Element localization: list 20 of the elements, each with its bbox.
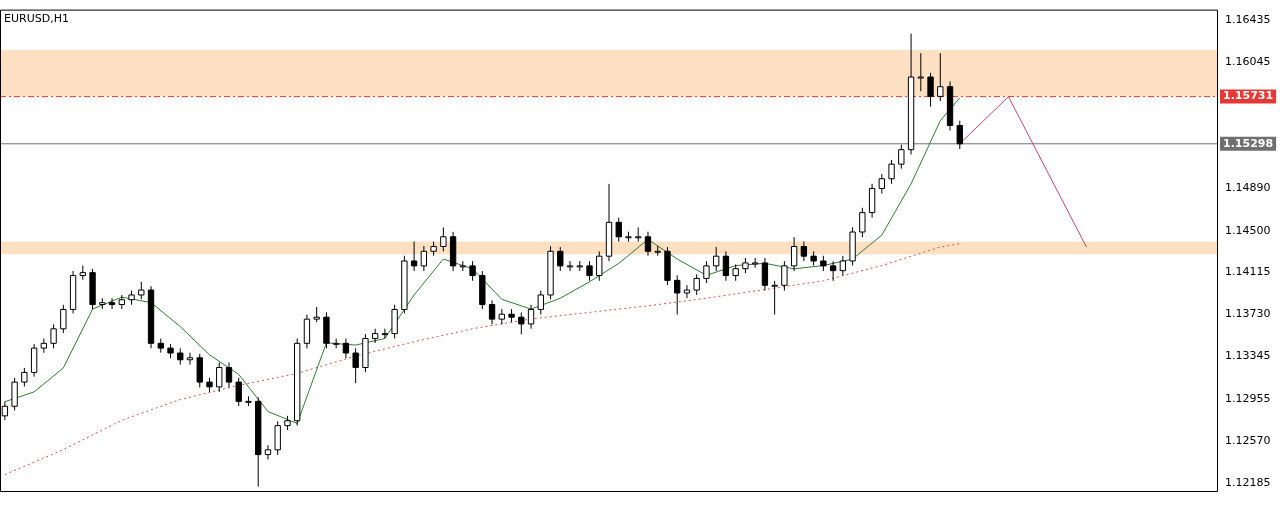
y-tick-label: 1.13345	[1225, 349, 1271, 363]
y-tick-label: 1.16045	[1225, 55, 1271, 69]
candlestick	[50, 323, 57, 349]
candlestick	[362, 333, 369, 373]
y-tick-label: 1.12570	[1225, 433, 1271, 447]
chart-title: EURUSD,H1	[4, 11, 69, 25]
y-tick-label: 1.12955	[1225, 391, 1271, 405]
y-tick-label: 1.14115	[1225, 265, 1271, 279]
y-tick-label: 1.14890	[1225, 181, 1271, 195]
y-tick-label: 1.13730	[1225, 307, 1271, 321]
candlestick	[401, 255, 408, 314]
ref-line-label: 1.15731	[1223, 89, 1274, 103]
candlestick	[440, 226, 447, 252]
ref-line-label: 1.15298	[1223, 136, 1274, 150]
y-tick-label: 1.16435	[1225, 12, 1271, 26]
line-series	[4, 243, 961, 476]
y-tick-label: 1.14500	[1225, 223, 1271, 237]
y-tick-label: 1.12185	[1225, 475, 1271, 489]
candlestick	[781, 260, 788, 292]
candlestick	[703, 260, 710, 284]
